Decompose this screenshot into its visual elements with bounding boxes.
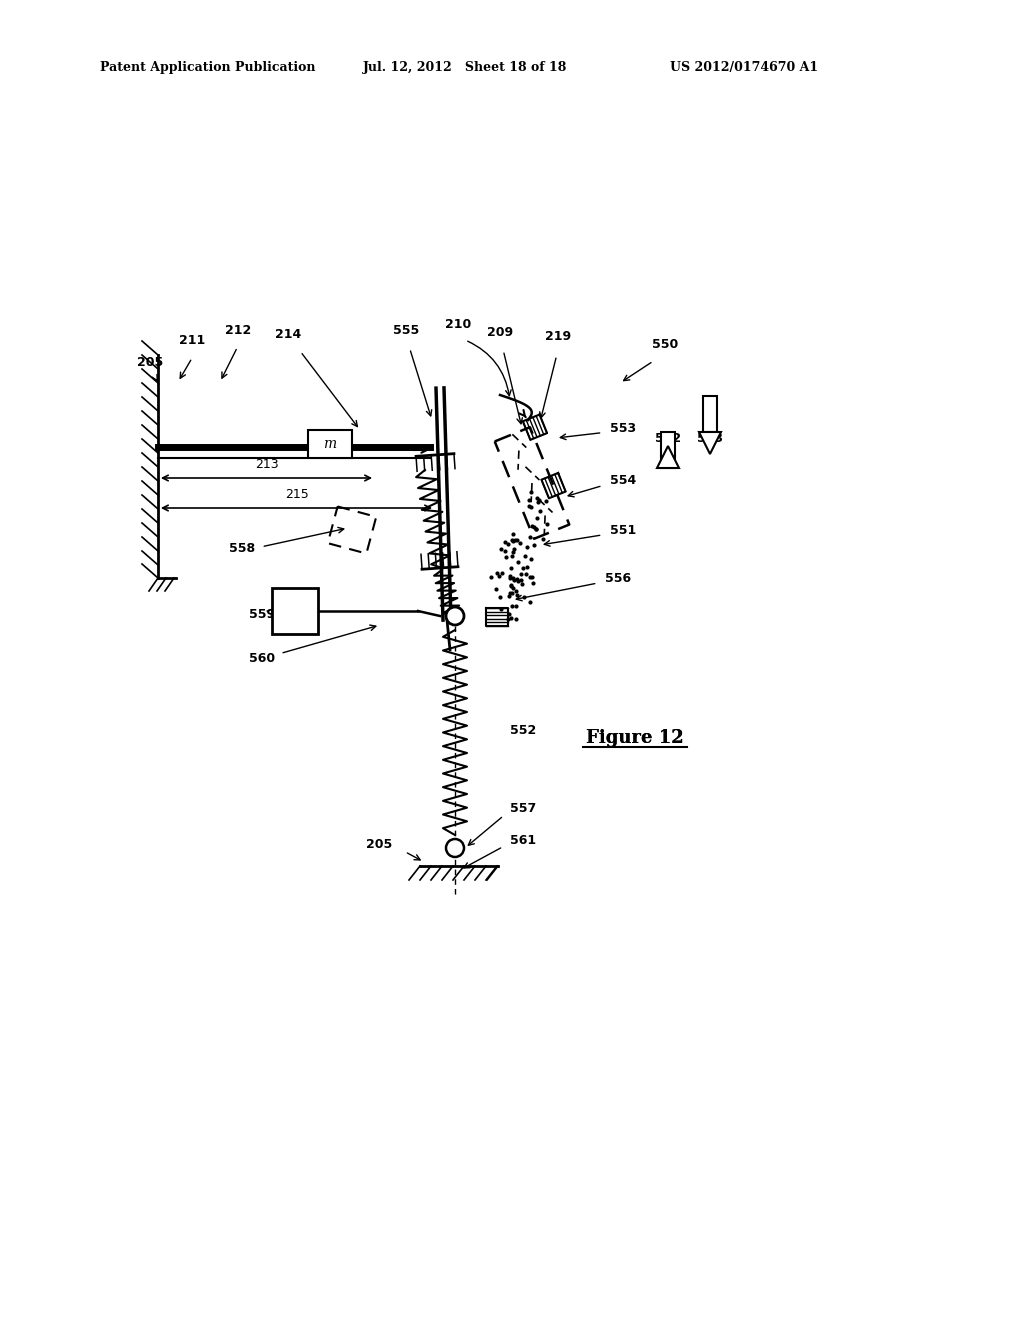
- Bar: [703, 396, 717, 432]
- Text: Jul. 12, 2012   Sheet 18 of 18: Jul. 12, 2012 Sheet 18 of 18: [362, 62, 567, 74]
- Text: 219: 219: [545, 330, 571, 343]
- Text: 555: 555: [393, 323, 419, 337]
- Text: 211: 211: [179, 334, 205, 346]
- Text: 550: 550: [652, 338, 678, 351]
- Text: 205: 205: [137, 356, 163, 370]
- Text: 554: 554: [610, 474, 636, 487]
- Bar: [662, 432, 675, 469]
- Text: Patent Application Publication: Patent Application Publication: [100, 62, 315, 74]
- Text: 214: 214: [274, 329, 301, 342]
- Polygon shape: [657, 446, 679, 469]
- Text: 210: 210: [444, 318, 471, 331]
- Text: 556: 556: [605, 572, 631, 585]
- Text: 213: 213: [255, 458, 279, 470]
- Text: 561: 561: [510, 833, 537, 846]
- Bar: [272, 587, 318, 634]
- Text: 551: 551: [610, 524, 636, 536]
- Text: 205: 205: [366, 838, 392, 851]
- Text: 559: 559: [249, 607, 275, 620]
- Circle shape: [446, 607, 464, 624]
- Text: 215: 215: [285, 487, 308, 500]
- Text: 563: 563: [697, 432, 723, 445]
- Text: 212: 212: [225, 323, 251, 337]
- Text: 552: 552: [510, 723, 537, 737]
- Bar: [308, 430, 352, 458]
- Text: 209: 209: [487, 326, 513, 338]
- Text: 558: 558: [229, 541, 255, 554]
- Text: 553: 553: [610, 421, 636, 434]
- Text: Figure 12: Figure 12: [586, 729, 684, 747]
- Text: 557: 557: [510, 801, 537, 814]
- Circle shape: [446, 840, 464, 857]
- Text: 562: 562: [655, 432, 681, 445]
- Text: m: m: [324, 437, 337, 451]
- Text: US 2012/0174670 A1: US 2012/0174670 A1: [670, 62, 818, 74]
- Polygon shape: [699, 432, 721, 454]
- Text: 560: 560: [249, 652, 275, 664]
- Text: Figure 12: Figure 12: [586, 729, 684, 747]
